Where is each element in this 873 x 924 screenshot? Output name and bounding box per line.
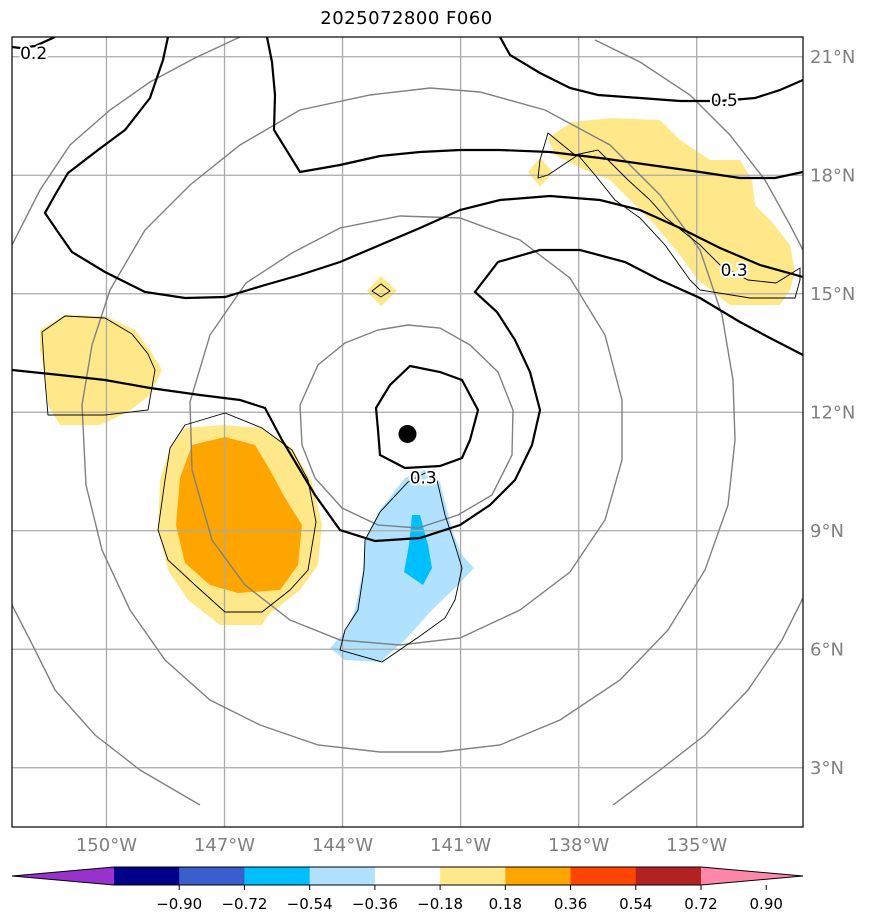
shade-negative-mid-region <box>404 515 432 585</box>
colorbar-tick-label: −0.54 <box>287 895 333 913</box>
shade-positive-region <box>40 315 162 425</box>
range-ring <box>81 87 736 753</box>
range-ring <box>612 597 803 806</box>
lat-tick-label: 12°N <box>810 402 855 423</box>
contour-line <box>12 37 56 50</box>
graticule <box>12 37 803 827</box>
colorbar-segment <box>244 867 311 885</box>
contour-line <box>12 248 803 543</box>
contour-label: 0.5 <box>711 91 738 111</box>
shade-positive-region <box>367 276 397 306</box>
lat-tick-label: 3°N <box>810 758 844 779</box>
shade-positive-region <box>528 158 553 187</box>
lon-tick-label: 135°W <box>666 835 727 856</box>
colorbar-tick-label: −0.72 <box>221 895 267 913</box>
colorbar-extend-high <box>701 867 803 885</box>
contour-labels: 0.2 0.5 0.3 0.3 <box>18 42 750 491</box>
colorbar-segment <box>179 867 245 885</box>
lat-tick-label: 15°N <box>810 284 855 305</box>
colorbar-segment <box>309 867 376 885</box>
range-rings <box>12 37 803 806</box>
colorbar-outline <box>11 866 804 886</box>
lat-tick-label: 9°N <box>810 521 844 542</box>
shade-outline <box>157 412 317 613</box>
range-ring <box>12 604 201 806</box>
range-ring <box>594 39 803 251</box>
range-ring <box>299 324 514 529</box>
colorbar: −0.90 −0.72 −0.54 −0.36 −0.18 0.18 0.36 0.54 0.7… <box>11 866 804 913</box>
map-title: 2025072800 F060 <box>320 8 493 29</box>
lon-tick-label: 141°W <box>430 835 491 856</box>
map-frame <box>11 36 804 828</box>
colorbar-tick-label: 0.90 <box>750 895 783 913</box>
lon-tick-label: 147°W <box>194 835 255 856</box>
shade-positive-mid-region <box>176 437 302 593</box>
lat-tick-label: 18°N <box>810 165 855 186</box>
contour-line <box>265 37 803 180</box>
colorbar-segment <box>374 867 441 885</box>
contour-line <box>374 364 480 470</box>
colorbar-tick-label: 0.54 <box>619 895 652 913</box>
range-ring <box>12 37 241 246</box>
contour-label: 0.3 <box>410 468 437 488</box>
lon-tick-label: 150°W <box>76 835 137 856</box>
colorbar-tick-label: 0.18 <box>489 895 522 913</box>
shade-outline <box>41 315 156 416</box>
colorbar-segment <box>635 867 702 885</box>
map-plot-area: 0.2 0.5 0.3 0.3 <box>12 37 803 827</box>
shade-negative-region <box>330 470 474 662</box>
colorbar-tick-label: 0.72 <box>684 895 717 913</box>
colorbar-tick-label: −0.18 <box>417 895 463 913</box>
shade-outline <box>371 283 391 298</box>
contour-lines <box>12 37 803 543</box>
lon-tick-label: 138°W <box>548 835 609 856</box>
colorbar-segment <box>505 867 572 885</box>
colorbar-extend-low <box>12 867 114 885</box>
contour-line <box>499 37 803 103</box>
axis-tick-labels: 150°W 147°W 144°W 141°W 138°W 135°W 21°N 18°N 15… <box>76 47 856 856</box>
lat-tick-label: 6°N <box>810 639 844 660</box>
colorbar-tick-label: −0.36 <box>352 895 398 913</box>
colorbar-tick-label: 0.36 <box>554 895 587 913</box>
colorbar-segment <box>114 867 180 885</box>
contour-label: 0.3 <box>721 261 748 281</box>
colorbar-tick-label: −0.90 <box>156 895 202 913</box>
range-ring <box>189 215 623 646</box>
lon-tick-label: 144°W <box>312 835 373 856</box>
shaded-anomaly-layer <box>40 118 795 662</box>
colorbar-segment <box>570 867 637 885</box>
shade-outline <box>339 472 463 663</box>
contour-label: 0.2 <box>20 44 47 64</box>
lat-tick-label: 21°N <box>810 47 855 68</box>
colorbar-segment <box>440 867 506 885</box>
contour-line <box>43 37 803 300</box>
storm-center-marker <box>398 424 417 443</box>
